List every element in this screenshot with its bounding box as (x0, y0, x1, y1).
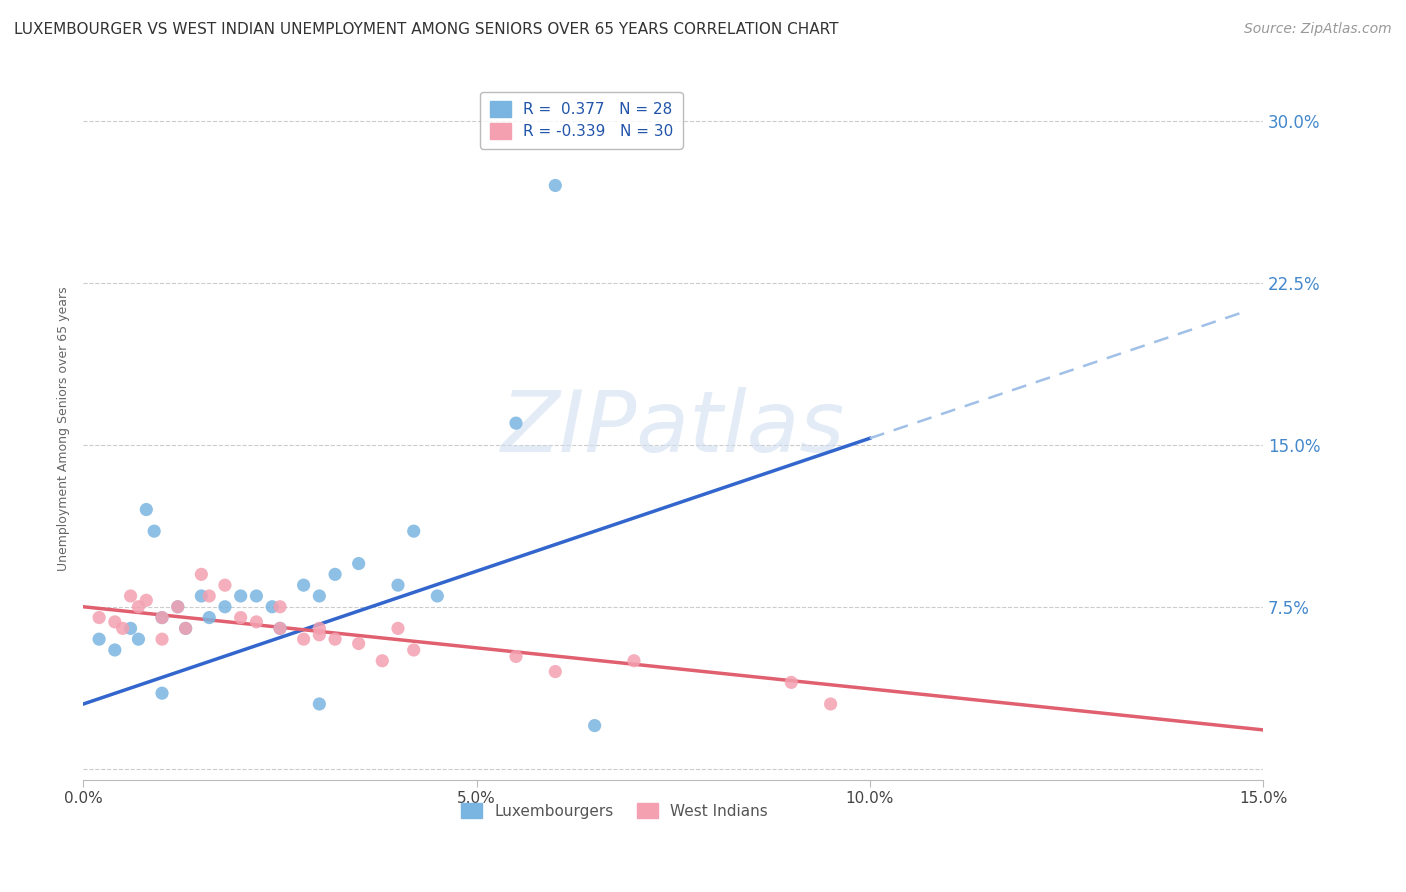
Point (174, 621, 197, 635)
Point (120, 589, 142, 603)
Point (150, 686, 173, 700)
Point (623, 654, 645, 668)
Point (104, 643, 127, 657)
Point (190, 589, 212, 603)
Point (583, 718, 606, 732)
Point (308, 621, 330, 635)
Point (308, 697, 330, 711)
Point (426, 589, 449, 603)
Point (198, 589, 221, 603)
Point (262, 599, 284, 614)
Point (214, 599, 236, 614)
Point (166, 599, 188, 614)
Point (111, 621, 134, 635)
Point (190, 567, 212, 582)
Point (229, 589, 252, 603)
Point (245, 615, 267, 629)
Point (87, 632, 110, 647)
Point (387, 578, 409, 592)
Y-axis label: Unemployment Among Seniors over 65 years: Unemployment Among Seniors over 65 years (58, 286, 70, 571)
Text: ZIPatlas: ZIPatlas (501, 387, 845, 470)
Point (402, 524, 425, 538)
Point (229, 610, 252, 624)
Point (292, 578, 315, 592)
Point (780, 675, 803, 690)
Point (308, 589, 330, 603)
Point (135, 502, 157, 516)
Point (150, 610, 173, 624)
Point (402, 643, 425, 657)
Legend: Luxembourgers, West Indians: Luxembourgers, West Indians (454, 797, 773, 824)
Point (127, 599, 149, 614)
Point (544, 665, 567, 679)
Point (150, 632, 173, 647)
Point (150, 610, 173, 624)
Point (371, 654, 394, 668)
Point (269, 621, 291, 635)
Point (87, 610, 110, 624)
Text: LUXEMBOURGER VS WEST INDIAN UNEMPLOYMENT AMONG SENIORS OVER 65 YEARS CORRELATION: LUXEMBOURGER VS WEST INDIAN UNEMPLOYMENT… (14, 22, 838, 37)
Point (166, 599, 188, 614)
Point (214, 578, 236, 592)
Point (544, 178, 567, 193)
Point (505, 416, 527, 430)
Point (308, 628, 330, 642)
Point (143, 524, 166, 538)
Point (269, 599, 291, 614)
Text: Source: ZipAtlas.com: Source: ZipAtlas.com (1244, 22, 1392, 37)
Point (347, 636, 370, 650)
Point (347, 557, 370, 571)
Point (127, 632, 149, 647)
Point (135, 593, 157, 607)
Point (174, 621, 197, 635)
Point (245, 589, 267, 603)
Point (323, 567, 346, 582)
Point (820, 697, 842, 711)
Point (104, 615, 127, 629)
Point (292, 632, 315, 647)
Point (198, 610, 221, 624)
Point (387, 621, 409, 635)
Point (269, 621, 291, 635)
Point (505, 649, 527, 664)
Point (323, 632, 346, 647)
Point (120, 621, 142, 635)
